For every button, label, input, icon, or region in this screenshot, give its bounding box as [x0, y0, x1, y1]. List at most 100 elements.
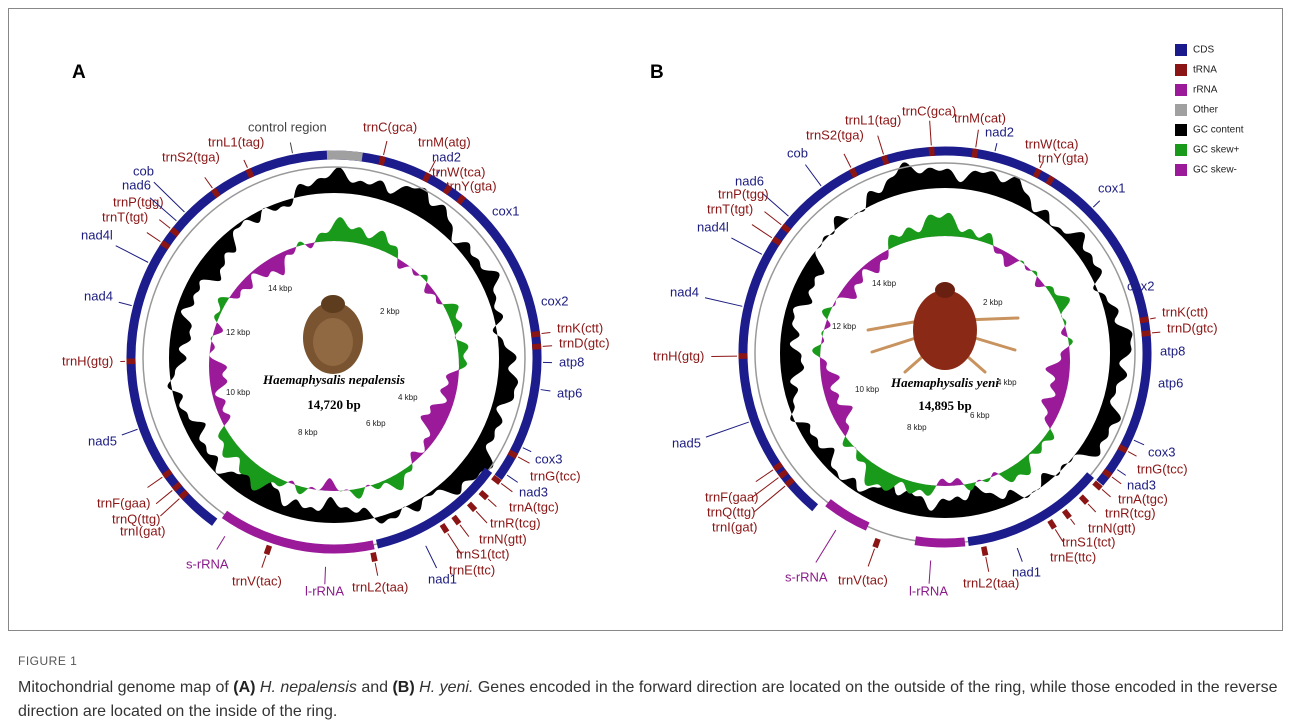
leader-line [541, 390, 551, 391]
trna-block [1065, 512, 1069, 515]
trna-block [166, 471, 169, 476]
gene-label: trnP(tgg) [113, 194, 164, 209]
gene-label: l-rRNA [305, 583, 344, 598]
legend-label: GC skew- [1193, 165, 1237, 176]
kbp-label: 4 kbp [997, 378, 1017, 387]
gene-label: control region [248, 119, 327, 134]
legend-label: rRNA [1193, 85, 1218, 96]
gene-label: trnR(tcg) [1105, 505, 1156, 520]
gene-label: trnS2(tga) [806, 127, 864, 142]
gene-label: trnL2(taa) [963, 575, 1019, 590]
gene-label: trnE(ttc) [1050, 549, 1096, 564]
gene-label: trnK(ctt) [1162, 304, 1208, 319]
kbp-label: 12 kbp [226, 328, 251, 337]
gene-label: nad4l [81, 227, 113, 242]
leader-line [119, 302, 132, 305]
gene-label: cox3 [535, 451, 562, 466]
gene-label: atp6 [1158, 375, 1183, 390]
trna-block [982, 551, 988, 552]
genome-length: 14,720 bp [307, 397, 360, 412]
gene-label: trnQ(ttg) [707, 504, 755, 519]
gene-label: l-rRNA [909, 583, 948, 598]
legend-swatch [1175, 144, 1187, 156]
leader-line [805, 165, 821, 186]
gene-label: trnI(gat) [712, 519, 758, 534]
trna-block [851, 172, 856, 175]
leader-line [160, 499, 179, 516]
species-name: Haemaphysalis nepalensis [262, 372, 405, 387]
gene-label: trnM(atg) [418, 134, 471, 149]
gene-label: nad4l [697, 219, 729, 234]
legend-label: GC skew+ [1193, 145, 1240, 156]
legend-swatch [1175, 104, 1187, 116]
leader-line [116, 246, 148, 263]
gene-label: trnA(tgc) [509, 499, 559, 514]
leader-line [488, 499, 496, 507]
leader-line [976, 130, 979, 148]
gene-label: nad3 [519, 484, 548, 499]
trna-block [1146, 331, 1147, 337]
leader-line [543, 346, 552, 347]
trna-block [972, 153, 978, 154]
trna-block [1035, 172, 1040, 175]
leader-line [147, 233, 161, 242]
gene-label: trnT(tgt) [707, 201, 753, 216]
gene-label: trnS1(tct) [1062, 534, 1115, 549]
trna-block [775, 239, 778, 244]
gene-label: nad1 [428, 571, 457, 586]
tick-image [303, 295, 363, 374]
trna-block [1144, 317, 1145, 323]
gene-label: nad4 [670, 284, 699, 299]
leader-line [1152, 332, 1160, 333]
gene-label: trnN(gtt) [1088, 520, 1136, 535]
leader-line [752, 225, 772, 238]
gene-label: nad5 [672, 435, 701, 450]
legend-label: Other [1193, 105, 1219, 116]
leader-line [1088, 504, 1096, 512]
kbp-label: 8 kbp [907, 423, 927, 432]
trna-block [173, 230, 177, 234]
gene-label: trnW(tca) [432, 164, 485, 179]
leader-line [507, 475, 518, 482]
control-region [327, 155, 362, 157]
kbp-label: 4 kbp [398, 393, 418, 402]
leader-line [764, 212, 781, 225]
leader-line [929, 561, 931, 584]
gene-label: trnL1(tag) [845, 112, 901, 127]
leader-line [706, 422, 749, 437]
kbp-label: 2 kbp [380, 307, 400, 316]
caption-text: H. yeni. [419, 679, 473, 696]
gene-label: atp6 [557, 385, 582, 400]
legend-swatch [1175, 64, 1187, 76]
figure-number: FIGURE 1 [18, 654, 77, 668]
trna-block [470, 505, 474, 509]
gene-label: cox2 [1127, 278, 1154, 293]
leader-line [986, 557, 989, 572]
gene-label: nad2 [985, 124, 1014, 139]
kbp-label: 10 kbp [855, 385, 880, 394]
gene-label: trnK(ctt) [557, 320, 603, 335]
gene-label: cox1 [1098, 180, 1125, 195]
leader-line [159, 220, 170, 229]
leader-line [878, 136, 884, 155]
trna-block [495, 478, 498, 483]
trna-block [1105, 471, 1108, 476]
leader-line [868, 549, 874, 567]
leader-line [244, 160, 248, 168]
gene-label: trnV(tac) [838, 572, 888, 587]
gene-label: trnM(cat) [954, 110, 1006, 125]
leader-line [844, 154, 851, 168]
leader-line [1117, 470, 1126, 476]
gene-label: cox2 [541, 293, 568, 308]
legend-label: GC content [1193, 125, 1244, 136]
panel-label: A [72, 62, 86, 83]
leader-line [1093, 201, 1099, 207]
leader-line [148, 477, 163, 487]
gene-label: trnG(tcc) [1137, 461, 1188, 476]
legend-swatch [1175, 164, 1187, 176]
gene-label: trnY(gta) [446, 178, 497, 193]
gene-label: trnG(tcc) [530, 468, 581, 483]
trna-block [482, 493, 486, 497]
legend-swatch [1175, 44, 1187, 56]
gene-label: trnD(gtc) [1167, 320, 1218, 335]
